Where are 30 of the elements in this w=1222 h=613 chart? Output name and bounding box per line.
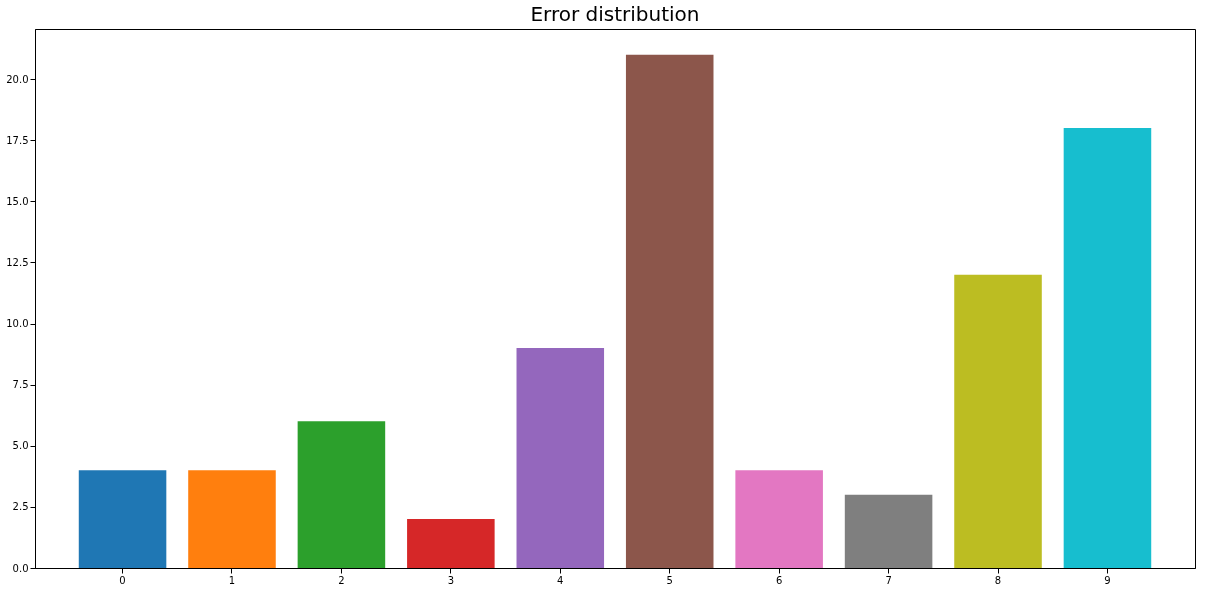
bar bbox=[844, 494, 933, 568]
y-tick-label: 5.0 bbox=[12, 440, 29, 452]
bar bbox=[516, 348, 605, 568]
x-tick-label: 3 bbox=[447, 574, 455, 586]
bar bbox=[78, 470, 167, 568]
y-tick-label: 2.5 bbox=[12, 501, 29, 513]
x-tick-label: 0 bbox=[119, 574, 126, 586]
bar bbox=[297, 421, 386, 568]
bar bbox=[954, 274, 1042, 568]
y-tick-label: 7.5 bbox=[12, 379, 29, 391]
y-tick-label: 12.5 bbox=[6, 256, 29, 268]
y-tick-label: 0.0 bbox=[12, 562, 29, 574]
x-tick-label: 9 bbox=[1104, 574, 1111, 586]
y-tick-label: 20.0 bbox=[6, 73, 29, 85]
x-tick-label: 8 bbox=[994, 574, 1002, 586]
x-tick-label: 2 bbox=[338, 574, 345, 586]
x-tick-label: 1 bbox=[228, 574, 236, 586]
bar bbox=[735, 470, 823, 568]
bar bbox=[188, 470, 276, 568]
y-tick-label: 17.5 bbox=[6, 134, 29, 146]
bar bbox=[625, 54, 714, 568]
x-tick-label: 5 bbox=[666, 574, 673, 586]
x-tick-label: 7 bbox=[885, 574, 892, 586]
bar bbox=[1063, 128, 1152, 568]
x-tick-label: 4 bbox=[557, 574, 564, 586]
y-tick-label: 15.0 bbox=[6, 195, 29, 207]
bar bbox=[407, 519, 495, 568]
x-tick-label: 6 bbox=[775, 574, 783, 586]
y-tick-label: 10.0 bbox=[6, 318, 29, 330]
chart-title: Error distribution bbox=[530, 2, 700, 26]
